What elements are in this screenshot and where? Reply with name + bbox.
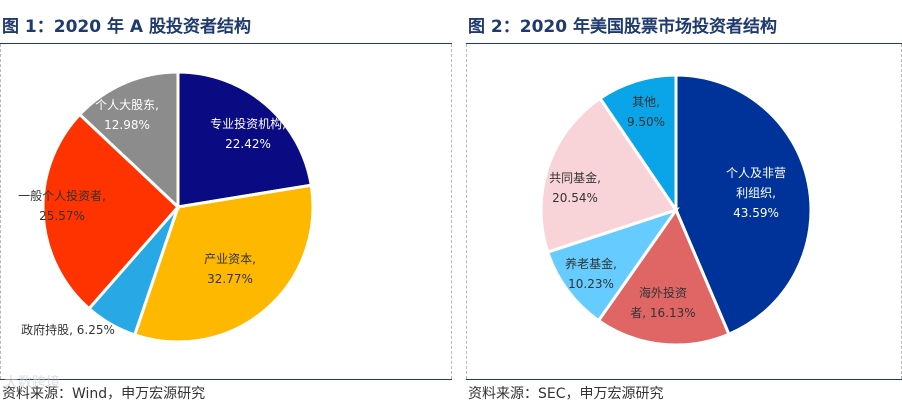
slice-label: 产业资本, 32.77%: [204, 252, 256, 286]
chart-panel-a-share: 图 1：2020 年 A 股投资者结构 专业投资机构, 22.42% 产业资本, 32…: [0, 17, 452, 402]
pie-chart-us-market: 个人及非营利组织, 43.59% 海外投资者, 16.13% 养老基金, 10.23% 共…: [539, 73, 813, 347]
title-rule: [466, 43, 902, 44]
chart-title: 图 1：2020 年 A 股投资者结构: [2, 17, 251, 37]
slice-label: 个人大股东, 12.98%: [95, 98, 159, 132]
pie-slice: [596, 206, 731, 347]
chart-panel-us-market: 图 2：2020 年美国股票市场投资者结构 个人及非营利组织, 43.59% 海外投…: [466, 0, 902, 405]
title-rule: [0, 43, 452, 44]
pie-slice: [77, 70, 180, 211]
pie-slice: [176, 70, 313, 209]
panel-border-left: [0, 44, 1, 379]
slice-label: 专业投资机构, 22.42%: [210, 116, 286, 151]
slice-label: 其他, 9.50%: [627, 95, 665, 129]
pie-slice: [598, 73, 678, 215]
source-note: 资料来源：Wind，申万宏源研究: [2, 386, 206, 402]
source-rule: [0, 379, 452, 380]
pie-slice: [674, 73, 813, 337]
source-rule: [466, 379, 902, 380]
pie-slice: [545, 207, 680, 323]
panel-border-right: [451, 44, 452, 379]
slice-label: 共同基金, 20.54%: [549, 170, 601, 205]
slice-label: 一般个人投资者, 25.57%: [18, 188, 106, 223]
source-note: 资料来源：SEC，申万宏源研究: [468, 386, 664, 402]
slice-label: 政府持股, 6.25%: [21, 322, 115, 337]
slice-label: 养老基金, 10.23%: [565, 256, 617, 291]
pie-slice: [41, 112, 181, 311]
slice-label: 海外投资者, 16.13%: [630, 285, 695, 320]
slice-label: 个人及非营利组织, 43.59%: [726, 166, 786, 220]
panel-border-left: [466, 44, 467, 379]
pie-chart-a-share: 专业投资机构, 22.42% 产业资本, 32.77% 政府持股, 6.25% 一般个人投…: [18, 70, 315, 344]
pie-slice: [539, 96, 679, 254]
chart-title: 图 2：2020 年美国股票市场投资者结构: [468, 17, 777, 37]
pie-slice: [132, 183, 315, 344]
watermark: 大数跨境: [4, 375, 60, 391]
